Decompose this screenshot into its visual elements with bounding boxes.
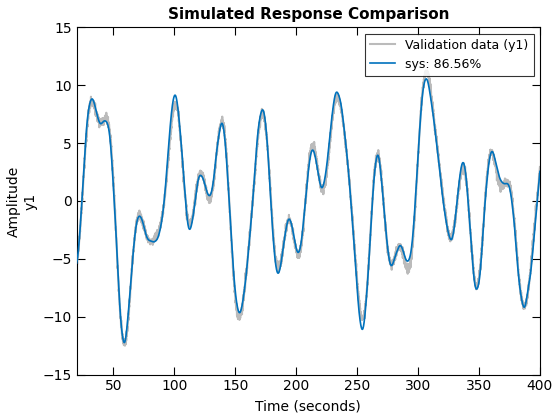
Line: sys: 86.56%: sys: 86.56% [53,79,540,343]
Validation data (y1) [122,343,128,348]
sys: 86.56%: (0, 5.6): 86.56%: (0, 5.6) [49,134,56,139]
sys: 86.56%: (171, 7.69): 86.56%: (171, 7.69) [258,110,265,115]
sys: 86.56%: (168, 5.41): 86.56%: (168, 5.41) [254,136,261,141]
Legend: Validation data (y1), sys: 86.56%: Validation data (y1), sys: 86.56% [366,34,534,76]
sys: 86.56%: (307, 10.5): 86.56%: (307, 10.5) [423,76,430,81]
Validation data (y1) [403,265,410,270]
sys: 86.56%: (59, -12.2): 86.56%: (59, -12.2) [121,340,128,345]
Title: Simulated Response Comparison: Simulated Response Comparison [167,7,449,22]
Validation data (y1) [498,179,505,184]
Validation data (y1) [281,237,287,242]
Validation data (y1) [536,165,543,170]
sys: 86.56%: (190, -3.43): 86.56%: (190, -3.43) [281,238,287,243]
sys: 86.56%: (368, 1.76): 86.56%: (368, 1.76) [498,178,505,183]
sys: 86.56%: (291, -5.16): 86.56%: (291, -5.16) [403,258,410,263]
Validation data (y1) [522,304,529,309]
Validation data (y1) [422,68,429,73]
X-axis label: Time (seconds): Time (seconds) [255,399,361,413]
sys: 86.56%: (388, -9.04): 86.56%: (388, -9.04) [522,303,529,308]
Validation data (y1) [254,141,261,146]
Line: Validation data (y1): Validation data (y1) [53,71,540,346]
Y-axis label: Amplitude
y1: Amplitude y1 [7,165,37,236]
Validation data (y1) [258,113,265,118]
Validation data (y1) [49,132,56,137]
sys: 86.56%: (400, 2.55): 86.56%: (400, 2.55) [536,169,543,174]
